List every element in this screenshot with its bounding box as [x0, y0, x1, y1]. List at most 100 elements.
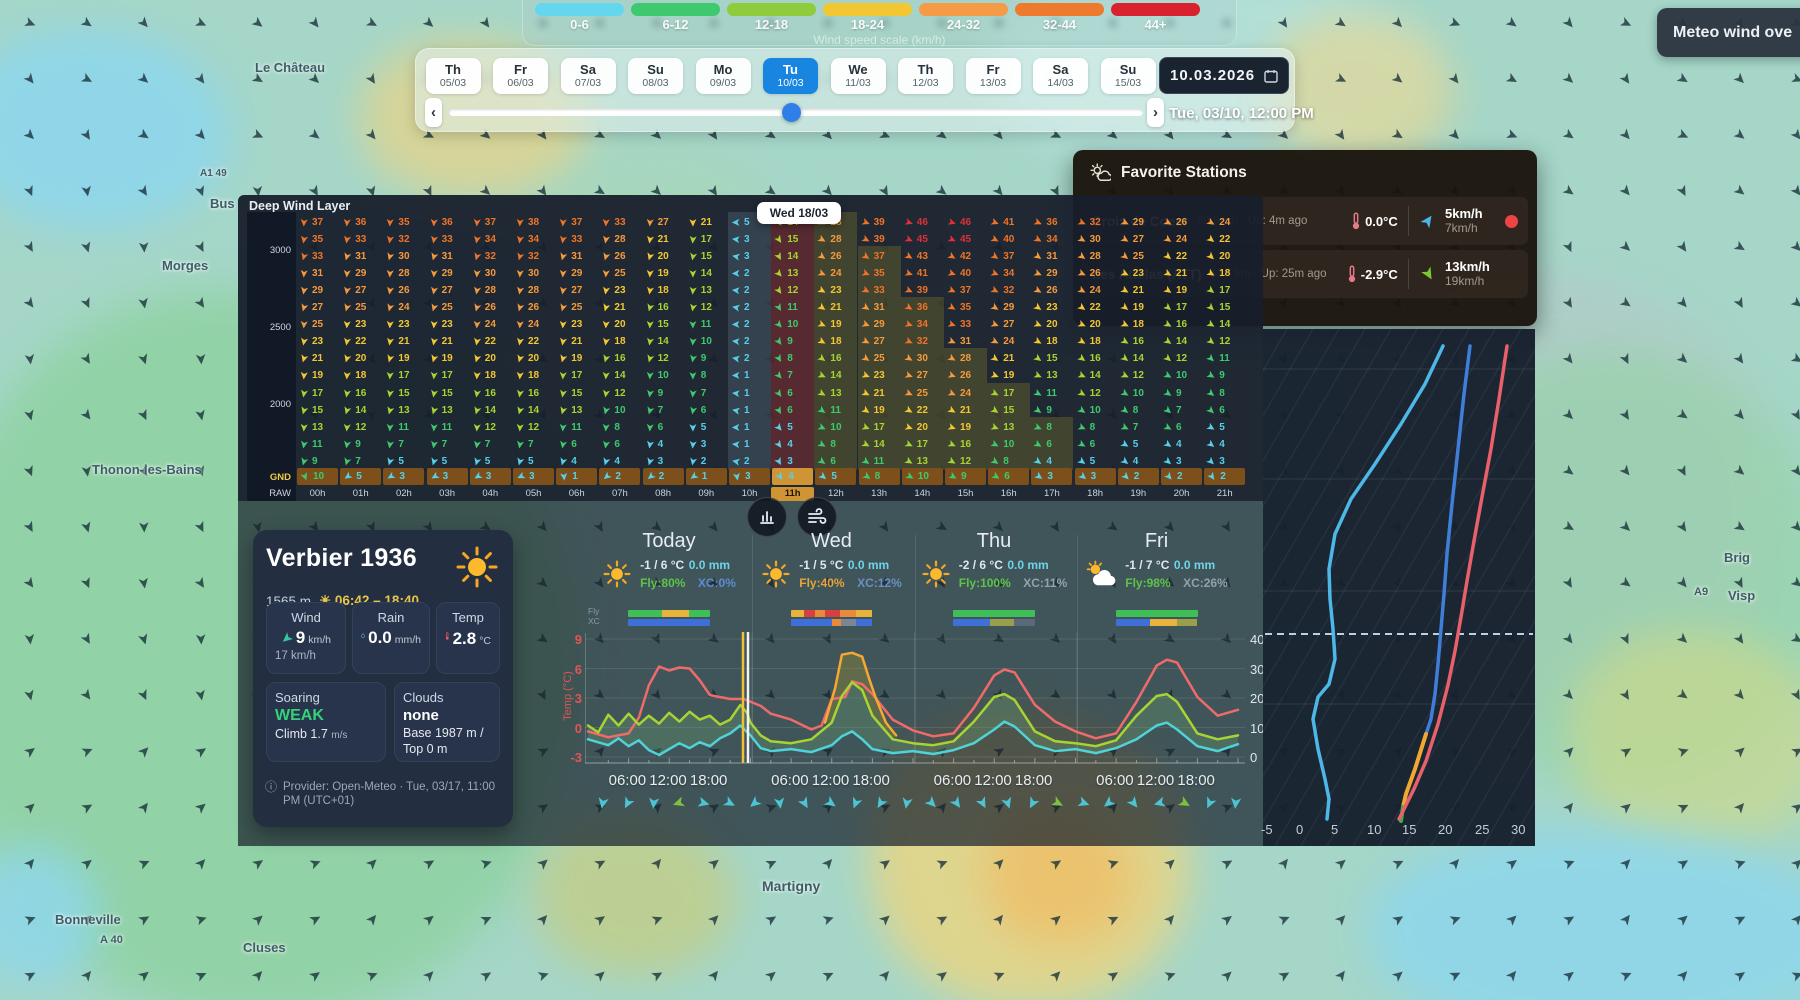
wind-barb-cell: ➤ 3 — [1160, 453, 1203, 470]
forecast-day-fri[interactable]: Fri -1 / 7 °C 0.0 mm Fly:98% XC:26% — [1076, 530, 1238, 602]
wind-barb-cell: ➤ 12 — [944, 453, 987, 470]
barb-icon: ➤ — [1203, 368, 1219, 384]
map-wind-arrow: ➤ — [1615, 69, 1637, 90]
forecast-day-thu[interactable]: Thu -2 / 6 °C 0.0 mm Fly:100% XC:11% — [913, 530, 1075, 602]
slider-prev-button[interactable]: ‹ — [425, 98, 442, 127]
barb-icon: ➤ — [945, 318, 959, 333]
wind-barb-cell: ➤ 12 — [598, 385, 641, 402]
barb-icon: ➤ — [296, 438, 311, 450]
wind-barb-cell: ➤ 13 — [296, 419, 339, 436]
barb-icon: ➤ — [382, 250, 397, 263]
map-wind-arrow: ➤ — [1615, 124, 1637, 146]
map-wind-arrow: ➤ — [476, 964, 497, 986]
wind-barb-cell: ➤ 2 — [728, 316, 771, 333]
map-label-visp: Visp — [1728, 588, 1756, 603]
wind-barb-cell: ➤ 6 — [598, 436, 641, 453]
barb-icon: ➤ — [1203, 419, 1219, 436]
barb-icon: ➤ — [944, 351, 959, 367]
map-patch — [1265, 15, 1455, 165]
tab-day-12-03[interactable]: Th 12/03 — [898, 58, 953, 94]
barb-icon: ➤ — [685, 387, 699, 399]
wind-mode-button[interactable] — [797, 497, 837, 537]
map-label-a1-49: A1 49 — [200, 168, 227, 179]
tab-day-08-03[interactable]: Su 08/03 — [628, 58, 683, 94]
clouds-value: none — [403, 707, 439, 724]
barb-icon: ➤ — [383, 233, 397, 246]
barb-icon: ➤ — [1031, 420, 1045, 435]
tab-day-15-03[interactable]: Su 15/03 — [1100, 58, 1156, 94]
wind-barb-cell: ➤ 16 — [1074, 350, 1117, 367]
wind-barb-cell: ➤ 5 — [1117, 436, 1160, 453]
tab-day-09-03[interactable]: Mo 09/03 — [695, 58, 751, 94]
wind-barb-cell: ➤ 8 — [1203, 385, 1246, 402]
slider-next-button[interactable]: › — [1147, 98, 1164, 127]
barb-icon: ➤ — [296, 387, 311, 399]
wind-barb-cell: ➤ 34 — [512, 231, 555, 248]
barb-icon: ➤ — [988, 317, 1002, 333]
wind-barb-cell: ➤ 2 — [728, 299, 771, 316]
fly-probability: Fly:100% — [958, 576, 1011, 590]
legend-chip-44+ — [1111, 3, 1200, 16]
barb-icon: ➤ — [556, 268, 569, 279]
tab-day-10-03[interactable]: Tu 10/03 — [763, 58, 818, 94]
wind-barb-cell: ➤ 18 — [598, 333, 641, 350]
barb-icon: ➤ — [642, 217, 656, 228]
barb-icon: ➤ — [730, 300, 742, 315]
wind-barb-cell: ➤ 16 — [944, 436, 987, 453]
gnd-wind-cell: ➤ 8 — [858, 468, 900, 485]
barb-icon: ➤ — [383, 387, 397, 399]
legend-caption: Wind speed scale (km/h) — [813, 33, 946, 47]
divider — [1407, 206, 1409, 236]
forecast-day-today[interactable]: Today -1 / 6 °C 0.0 mm Fly:80% XC:0% — [588, 530, 750, 602]
wind-barb-cell: ➤ 5 — [382, 453, 425, 470]
wind-barb-cell: ➤ 31 — [555, 248, 598, 265]
barb-icon: ➤ — [555, 438, 570, 450]
mini-fly-label: Fly — [588, 606, 600, 616]
barb-icon: ➤ — [642, 403, 657, 416]
wind-barb-cell: ➤ 13 — [555, 402, 598, 419]
day-separator — [1077, 535, 1078, 763]
wind-barb-cell: ➤ 26 — [469, 299, 512, 316]
sounding-curve-surface-layer — [1401, 732, 1428, 809]
barb-icon: ➤ — [945, 420, 959, 435]
time-slider[interactable] — [449, 103, 1143, 122]
wind-barb-cell: ➤ 19 — [382, 350, 425, 367]
map-wind-arrow: ➤ — [1502, 68, 1522, 90]
barb-icon: ➤ — [731, 369, 741, 382]
barb-icon: ➤ — [512, 336, 527, 348]
barb-icon: ➤ — [339, 233, 354, 246]
bar-segment — [953, 610, 1035, 617]
date-input[interactable]: 10.03.2026 — [1159, 57, 1289, 94]
map-wind-arrow: ➤ — [1217, 908, 1238, 930]
wind-barb-cell: ➤ 9 — [1030, 402, 1073, 419]
wind-barb-cell: ➤ 40 — [987, 231, 1030, 248]
tab-day-14-03[interactable]: Sa 14/03 — [1033, 58, 1088, 94]
tab-day-13-03[interactable]: Fr 13/03 — [965, 58, 1021, 94]
forecast-day-wed[interactable]: Wed -1 / 5 °C 0.0 mm Fly:40% XC:12% — [751, 530, 913, 602]
tab-day-05-03[interactable]: Th 05/03 — [425, 58, 481, 94]
wind-barb-cell: ➤ 33 — [555, 231, 598, 248]
barb-icon: ➤ — [555, 387, 570, 399]
barb-icon: ➤ — [730, 402, 742, 417]
barb-icon: ➤ — [815, 266, 829, 282]
barb-icon: ➤ — [1031, 215, 1045, 231]
overlay-mode-chip[interactable]: Meteo wind ove — [1657, 8, 1800, 57]
wind-barb-cell: ➤ 46 — [901, 214, 944, 231]
tab-day-11-03[interactable]: We 11/03 — [830, 58, 886, 94]
wind-barb-cell: ➤ 30 — [469, 265, 512, 282]
map-wind-arrow: ➤ — [1217, 852, 1238, 874]
barb-icon: ➤ — [1030, 351, 1046, 367]
wind-barb-cell: ➤ 10 — [1160, 367, 1203, 384]
barb-icon: ➤ — [685, 438, 699, 450]
wind-barb-cell: ➤ 37 — [296, 214, 339, 231]
tab-day-07-03[interactable]: Sa 07/03 — [560, 58, 616, 94]
right-axis-tick: 30 — [1250, 661, 1265, 677]
wind-barb-cell: ➤ 12 — [1160, 350, 1203, 367]
sun-cloud-icon — [1086, 560, 1116, 586]
meteogram-mode-button[interactable] — [747, 497, 787, 537]
barb-icon: ➤ — [815, 232, 830, 248]
map-label-thonon-les-bains: Thonon-les-Bains — [92, 462, 202, 477]
time-slider-thumb[interactable] — [782, 103, 802, 122]
barb-icon: ➤ — [383, 285, 397, 297]
tab-day-06-03[interactable]: Fr 06/03 — [493, 58, 548, 94]
